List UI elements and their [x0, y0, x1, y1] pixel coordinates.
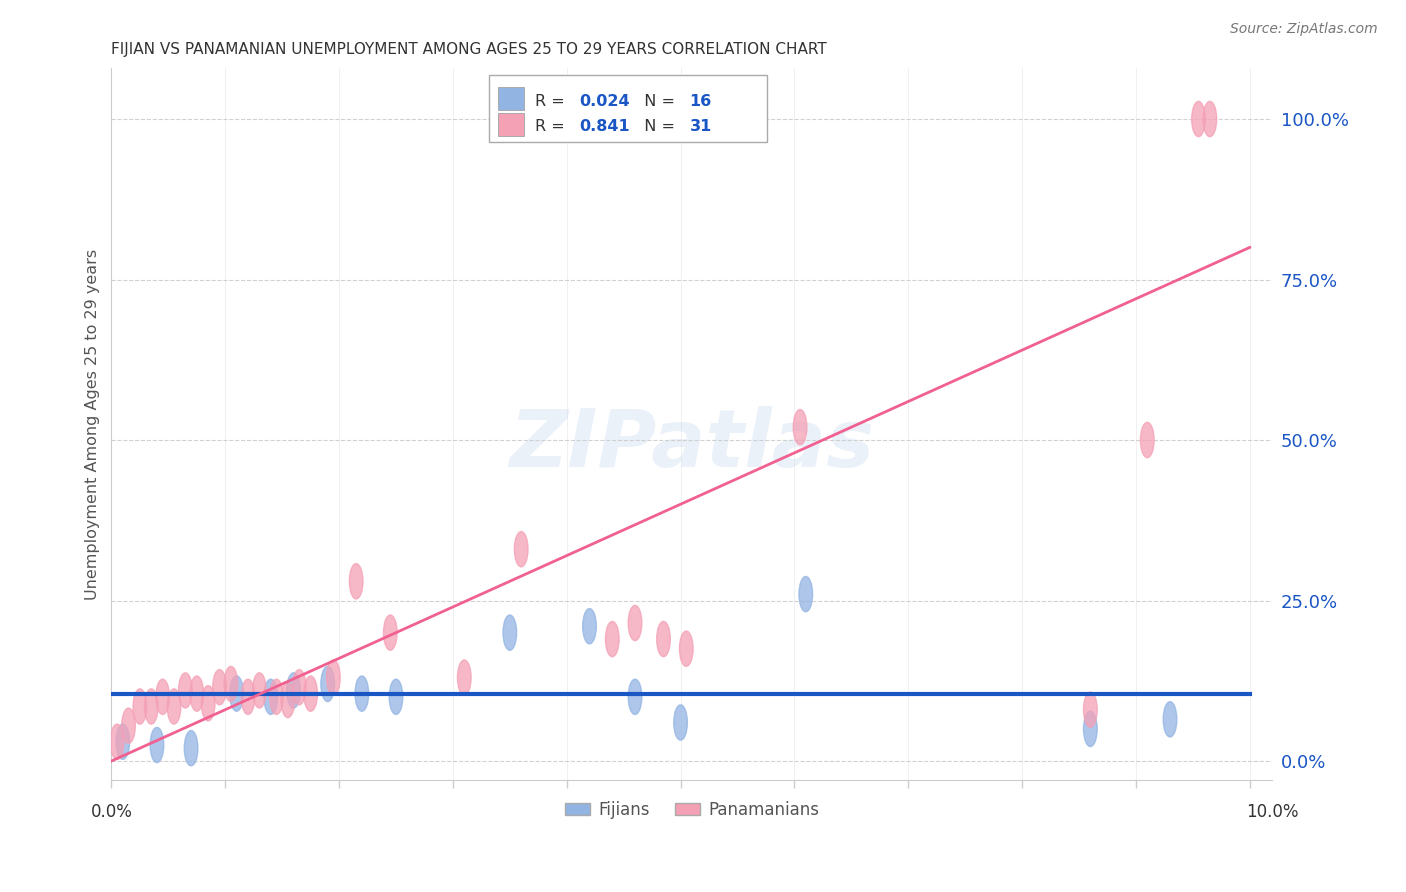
Y-axis label: Unemployment Among Ages 25 to 29 years: Unemployment Among Ages 25 to 29 years [86, 248, 100, 599]
Text: 0.841: 0.841 [579, 120, 630, 134]
Text: Source: ZipAtlas.com: Source: ZipAtlas.com [1230, 22, 1378, 37]
Ellipse shape [582, 608, 596, 644]
Ellipse shape [190, 676, 204, 711]
Ellipse shape [384, 615, 396, 650]
Ellipse shape [167, 689, 181, 724]
Ellipse shape [389, 679, 402, 714]
Ellipse shape [1163, 702, 1177, 737]
Ellipse shape [110, 724, 124, 759]
Text: FIJIAN VS PANAMANIAN UNEMPLOYMENT AMONG AGES 25 TO 29 YEARS CORRELATION CHART: FIJIAN VS PANAMANIAN UNEMPLOYMENT AMONG … [111, 42, 827, 57]
Ellipse shape [673, 705, 688, 740]
Ellipse shape [264, 679, 277, 714]
Ellipse shape [242, 679, 254, 714]
Text: 0.024: 0.024 [579, 94, 630, 109]
Text: R =: R = [536, 120, 569, 134]
Ellipse shape [793, 409, 807, 445]
FancyBboxPatch shape [498, 112, 523, 136]
Text: 10.0%: 10.0% [1246, 803, 1299, 821]
Text: 31: 31 [689, 120, 711, 134]
Ellipse shape [304, 676, 318, 711]
Text: N =: N = [634, 120, 681, 134]
Text: ZIPatlas: ZIPatlas [509, 407, 875, 484]
FancyBboxPatch shape [489, 75, 768, 143]
Ellipse shape [224, 666, 238, 702]
Ellipse shape [179, 673, 193, 708]
Ellipse shape [1084, 692, 1097, 727]
Ellipse shape [349, 564, 363, 599]
Ellipse shape [122, 708, 135, 743]
Ellipse shape [657, 622, 671, 657]
Ellipse shape [270, 679, 283, 714]
Ellipse shape [606, 622, 619, 657]
Ellipse shape [201, 686, 215, 721]
Text: 16: 16 [689, 94, 711, 109]
Ellipse shape [354, 676, 368, 711]
Ellipse shape [156, 679, 170, 714]
Ellipse shape [1084, 711, 1097, 747]
Ellipse shape [628, 679, 643, 714]
Ellipse shape [281, 682, 295, 718]
Text: N =: N = [634, 94, 681, 109]
Ellipse shape [229, 676, 243, 711]
Ellipse shape [115, 724, 129, 759]
Ellipse shape [212, 670, 226, 705]
Text: 0.0%: 0.0% [90, 803, 132, 821]
Ellipse shape [145, 689, 157, 724]
Ellipse shape [503, 615, 516, 650]
Ellipse shape [150, 727, 163, 763]
Ellipse shape [1140, 423, 1154, 458]
Ellipse shape [515, 532, 529, 566]
Ellipse shape [292, 670, 307, 705]
Ellipse shape [457, 660, 471, 695]
Ellipse shape [679, 631, 693, 666]
Ellipse shape [1204, 102, 1216, 136]
Legend: Fijians, Panamanians: Fijians, Panamanians [558, 794, 825, 825]
Ellipse shape [184, 731, 198, 766]
FancyBboxPatch shape [498, 87, 523, 111]
Ellipse shape [253, 673, 266, 708]
Ellipse shape [326, 660, 340, 695]
Ellipse shape [134, 689, 146, 724]
Ellipse shape [321, 666, 335, 702]
Ellipse shape [628, 606, 643, 640]
Ellipse shape [287, 673, 301, 708]
Text: R =: R = [536, 94, 569, 109]
Ellipse shape [1192, 102, 1205, 136]
Ellipse shape [799, 576, 813, 612]
